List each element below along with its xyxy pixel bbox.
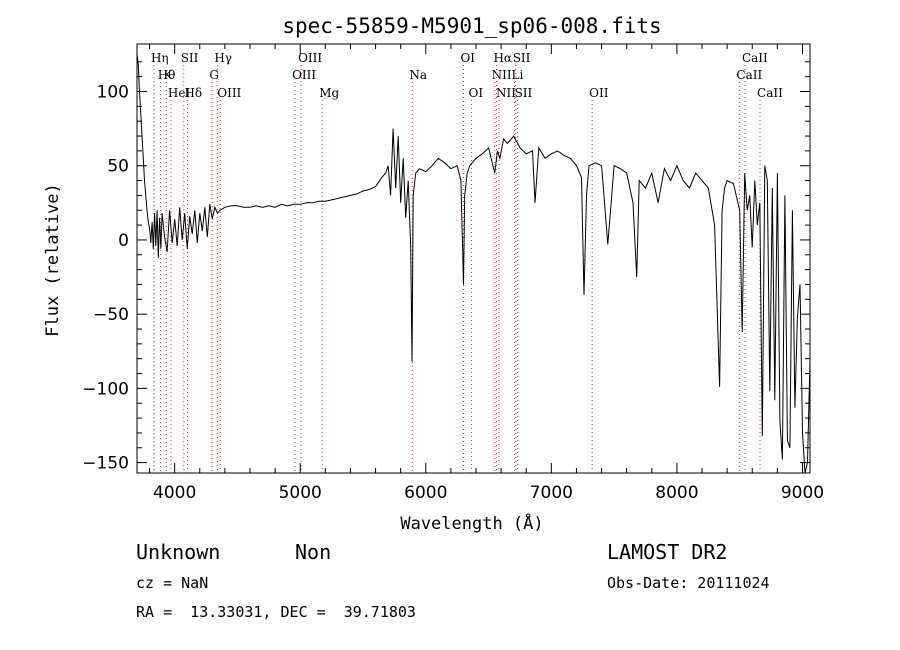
line-id-label: Li: [512, 68, 524, 82]
y-tick-label: −150: [82, 454, 129, 474]
y-tick-label: 100: [97, 83, 129, 103]
x-tick-label: 6000: [404, 483, 447, 503]
x-axis-label: Wavelength (Å): [400, 512, 543, 534]
coordinates-label: RA = 13.33031, DEC = 39.71803: [136, 603, 416, 621]
line-id-label: OIII: [298, 51, 322, 65]
line-id-label: CaII: [736, 68, 762, 82]
line-id-label: SII: [513, 51, 531, 65]
x-tick-label: 4000: [153, 483, 196, 503]
redshift-label: cz = NaN: [136, 574, 209, 592]
line-id-label: Hθ: [158, 68, 176, 82]
survey-label: LAMOST DR2: [607, 540, 728, 564]
classification-label: Unknown: [136, 540, 221, 564]
line-id-label: SII: [515, 86, 533, 100]
line-markers: HηHθKHeISIIHδGHγOIIIOIIIOIIIMgNaOIOINIIH…: [151, 51, 783, 473]
line-id-label: OIII: [292, 68, 316, 82]
line-id-label: NII: [492, 68, 512, 82]
y-tick-label: −50: [93, 305, 129, 325]
line-id-label: SII: [181, 51, 199, 65]
y-tick-label: 0: [118, 231, 129, 251]
x-tick-label: 5000: [279, 483, 322, 503]
line-id-label: CaII: [742, 51, 768, 65]
line-id-label: Na: [409, 68, 427, 82]
y-tick-label: −100: [82, 379, 129, 399]
line-id-label: Hδ: [184, 86, 202, 100]
line-id-label: K: [163, 68, 173, 82]
line-id-label: Hα: [493, 51, 512, 65]
y-axis-label: Flux (relative): [43, 183, 63, 337]
line-id-label: HeI: [168, 86, 191, 100]
axes-ticks: 4000 5000 6000 7000 8000 9000 −150 −100 −50 0 50 10…: [82, 44, 824, 503]
line-id-label: Hγ: [214, 51, 232, 65]
line-id-label: OIII: [217, 86, 241, 100]
plot-frame: [136, 43, 811, 474]
line-id-label: G: [209, 68, 219, 82]
line-id-label: CaII: [757, 86, 783, 100]
spectrum-chart: spec-55859-M5901_sp06-008.fits Hη HθK HeI S…: [43, 14, 824, 534]
line-id-label: NII: [496, 86, 516, 100]
spectrum-line: [136, 54, 811, 474]
chart-title: spec-55859-M5901_sp06-008.fits: [282, 14, 661, 38]
line-id-label: OI: [468, 86, 483, 100]
line-id-label: Hη: [151, 51, 169, 65]
subclass-label: Non: [295, 540, 332, 564]
x-tick-label: 8000: [655, 483, 698, 503]
line-id-label: OI: [460, 51, 475, 65]
obs-date-label: Obs-Date: 20111024: [607, 574, 770, 592]
line-id-label: OII: [589, 86, 609, 100]
x-tick-label: 9000: [781, 483, 824, 503]
y-tick-label: 50: [107, 157, 129, 177]
x-tick-label: 7000: [530, 483, 573, 503]
line-id-label: Mg: [319, 86, 339, 100]
